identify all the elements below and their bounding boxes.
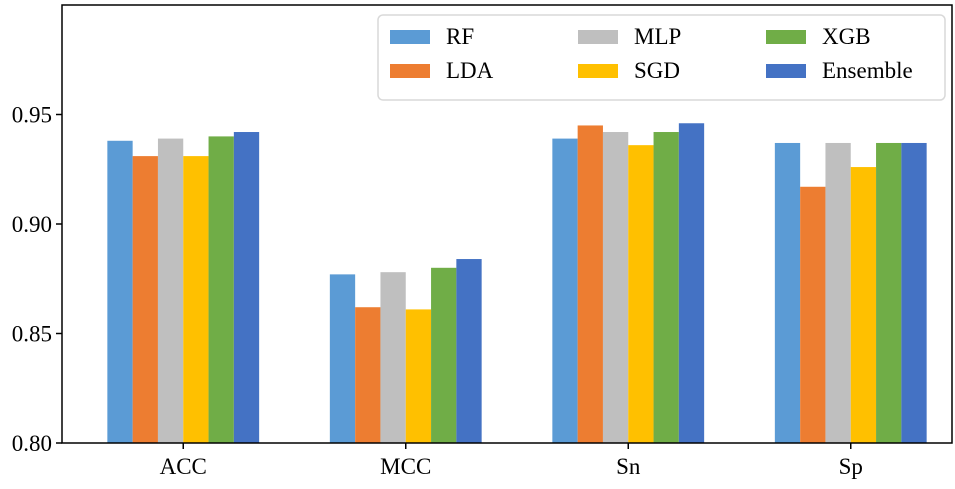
- y-tick-label: 0.95: [12, 103, 52, 128]
- bar-sn-rf: [552, 138, 578, 443]
- bar-acc-rf: [107, 140, 133, 443]
- bar-sp-ensemble: [901, 142, 927, 443]
- y-tick-label: 0.90: [12, 212, 52, 237]
- legend-item-xgb: XGB: [766, 24, 871, 49]
- bar-acc-xgb: [208, 136, 234, 443]
- bar-acc-ensemble: [233, 132, 260, 443]
- x-axis: ACC MCC Sn Sp: [160, 443, 863, 479]
- bar-acc-mlp: [157, 138, 184, 443]
- bars: [107, 123, 927, 444]
- bar-sn-sgd: [628, 145, 654, 443]
- x-tick-label: ACC: [160, 454, 207, 479]
- y-tick-label: 0.85: [12, 322, 52, 347]
- legend-swatch: [390, 30, 430, 44]
- legend-swatch: [766, 30, 806, 44]
- bar-mcc-sgd: [405, 309, 432, 443]
- legend-item-mlp: MLP: [578, 24, 681, 49]
- bar-sn-mlp: [602, 132, 629, 443]
- bar-sp-rf: [774, 142, 801, 443]
- legend-swatch: [766, 64, 806, 78]
- legend-item-ensemble: Ensemble: [766, 58, 913, 83]
- bar-sp-lda: [800, 186, 826, 443]
- x-tick-label: MCC: [380, 454, 431, 479]
- x-tick-label: Sn: [616, 454, 641, 479]
- bar-sn-ensemble: [678, 123, 705, 443]
- y-tick-label: 0.80: [12, 431, 52, 456]
- legend-swatch: [578, 30, 618, 44]
- legend-swatch: [390, 64, 430, 78]
- legend-label: RF: [446, 24, 474, 49]
- legend-item-lda: LDA: [390, 58, 494, 83]
- bar-sn-xgb: [653, 132, 679, 443]
- bar-sp-xgb: [876, 142, 902, 443]
- legend-item-sgd: SGD: [578, 58, 680, 83]
- bar-acc-sgd: [183, 156, 209, 444]
- legend-label: LDA: [446, 58, 494, 83]
- bar-sp-sgd: [850, 167, 877, 443]
- bar-sp-mlp: [825, 142, 851, 443]
- bar-mcc-lda: [355, 307, 381, 443]
- bar-mcc-mlp: [380, 272, 406, 443]
- legend-label: XGB: [822, 24, 871, 49]
- bar-mcc-ensemble: [456, 259, 482, 443]
- legend-label: SGD: [634, 58, 680, 83]
- bar-mcc-xgb: [431, 267, 457, 443]
- bar-mcc-rf: [329, 274, 356, 443]
- bar-acc-lda: [132, 156, 158, 444]
- bar-sn-lda: [577, 125, 603, 443]
- legend-label: Ensemble: [822, 58, 913, 83]
- y-axis: 0.80 0.85 0.90 0.95: [12, 103, 62, 456]
- x-tick-label: Sp: [839, 454, 863, 479]
- legend-item-rf: RF: [390, 24, 474, 49]
- legend-label: MLP: [634, 24, 681, 49]
- legend-swatch: [578, 64, 618, 78]
- legend: RF LDA MLP SGD XGB Ensemble: [377, 14, 946, 101]
